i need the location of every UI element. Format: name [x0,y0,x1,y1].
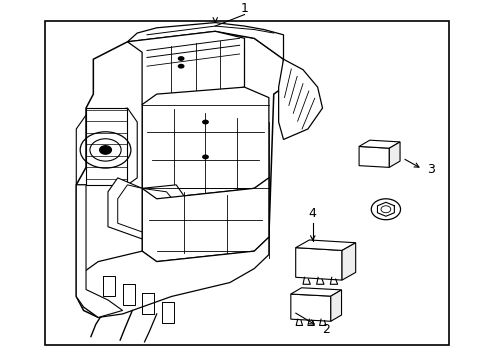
Polygon shape [295,248,341,280]
Polygon shape [86,108,127,185]
Circle shape [202,154,208,159]
Polygon shape [83,237,268,318]
Polygon shape [76,185,122,318]
Polygon shape [290,288,341,296]
Text: 3: 3 [427,163,434,176]
Polygon shape [330,290,341,321]
Polygon shape [358,147,388,167]
Polygon shape [118,185,181,234]
Polygon shape [108,178,195,241]
Polygon shape [295,240,355,251]
Polygon shape [388,142,399,167]
Circle shape [177,56,184,61]
Polygon shape [290,294,330,321]
Text: 2: 2 [322,323,330,336]
Text: 4: 4 [308,207,316,220]
Polygon shape [127,31,244,105]
Polygon shape [341,243,355,280]
Text: 1: 1 [240,1,248,14]
Circle shape [100,146,111,154]
Polygon shape [358,140,399,148]
Circle shape [177,64,184,69]
Polygon shape [142,87,268,199]
Polygon shape [127,23,283,59]
Bar [44,21,448,345]
Polygon shape [142,178,268,262]
Polygon shape [278,59,322,139]
Polygon shape [76,31,283,318]
Circle shape [202,120,208,125]
